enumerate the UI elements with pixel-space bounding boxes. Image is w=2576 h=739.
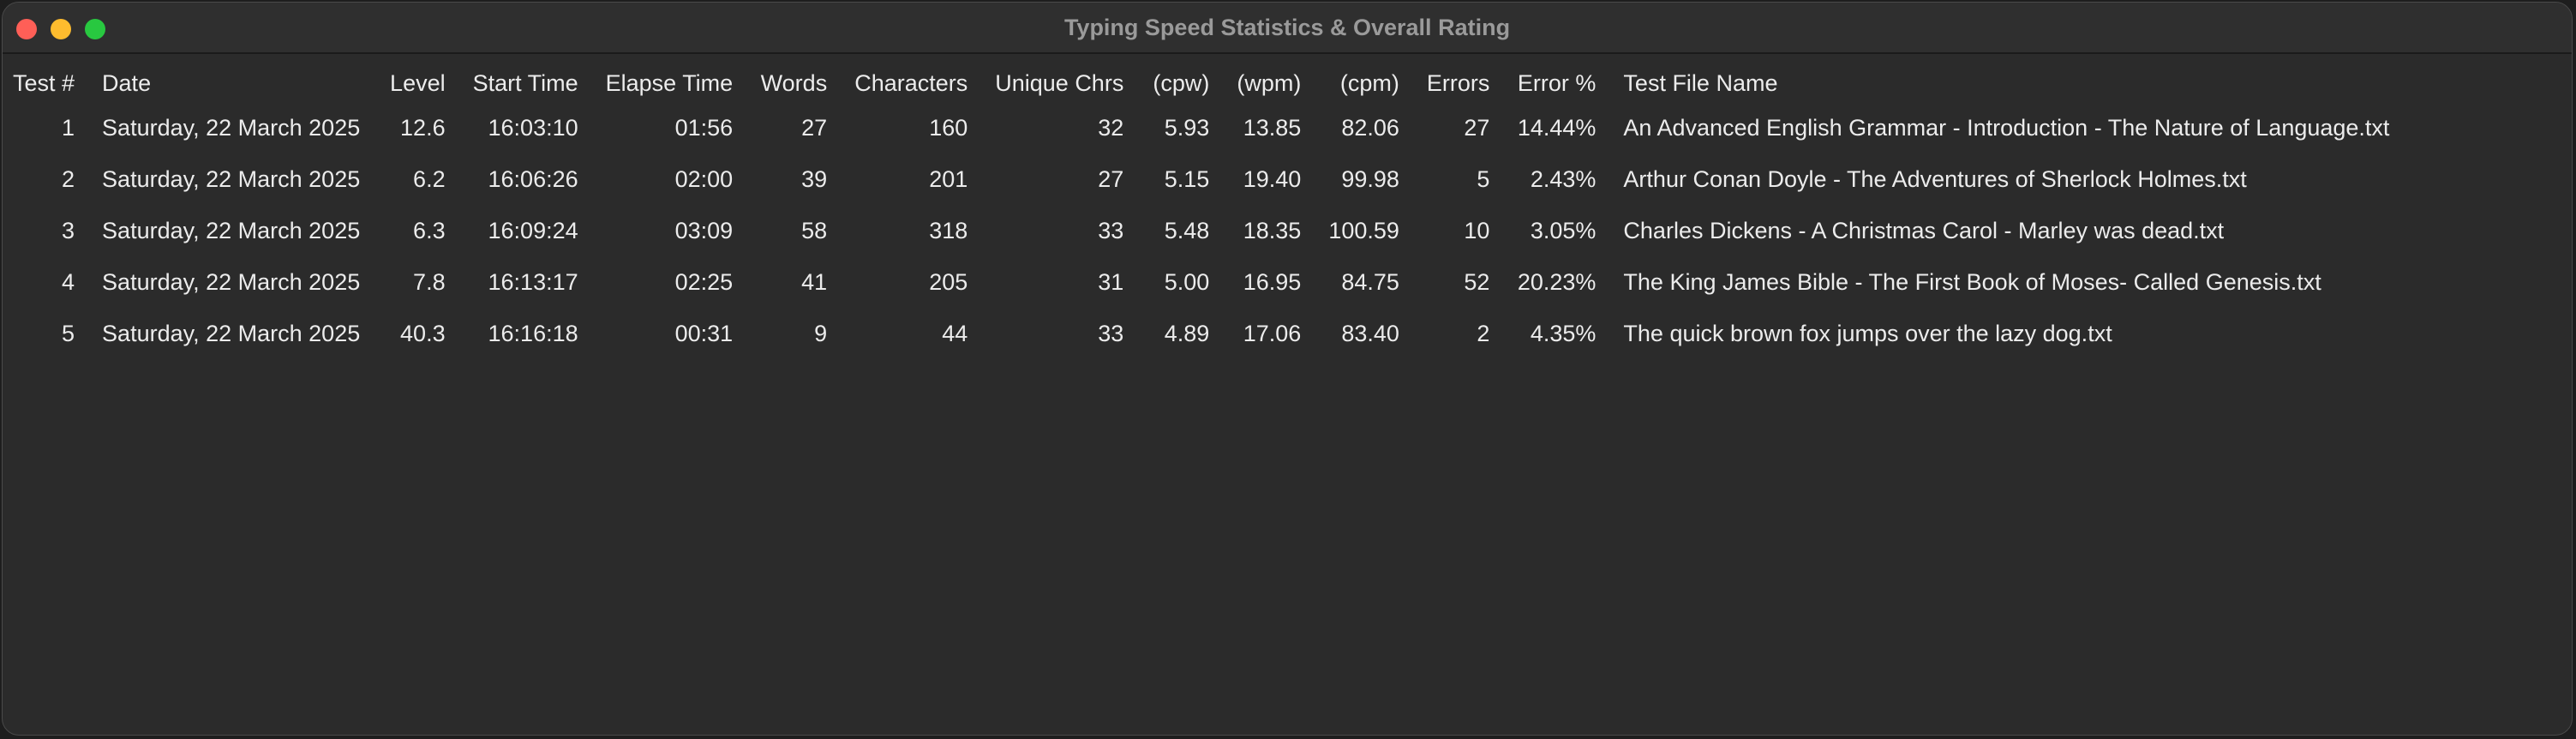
- zoom-window-button[interactable]: [85, 19, 105, 39]
- cell-errors: 2: [1477, 320, 1490, 346]
- header-level[interactable]: Level: [390, 69, 446, 96]
- cell-words: 27: [801, 114, 828, 141]
- cell-date: Saturday, 22 March 2025: [102, 320, 361, 346]
- cell-test-num: 5: [62, 320, 75, 346]
- cell-start-time: 16:03:10: [488, 114, 578, 141]
- cell-cpw: 5.00: [1164, 268, 1210, 295]
- cell-error-pct: 4.35%: [1530, 320, 1597, 346]
- cell-cpm: 84.75: [1341, 268, 1399, 295]
- cell-error-pct: 14.44%: [1517, 114, 1597, 141]
- cell-characters: 318: [929, 217, 968, 243]
- header-characters[interactable]: Characters: [854, 69, 968, 96]
- header-error-pct[interactable]: Error %: [1517, 69, 1597, 96]
- cell-file-name: Arthur Conan Doyle - The Adventures of S…: [1623, 165, 2247, 192]
- cell-unique-chrs: 27: [1098, 165, 1124, 192]
- cell-date: Saturday, 22 March 2025: [102, 217, 361, 243]
- cell-elapse-time: 00:31: [674, 320, 734, 346]
- cell-cpm: 99.98: [1341, 165, 1399, 192]
- cell-words: 9: [814, 320, 828, 346]
- cell-start-time: 16:13:17: [488, 268, 578, 295]
- header-elapse-time[interactable]: Elapse Time: [605, 69, 734, 96]
- header-unique-chrs[interactable]: Unique Chrs: [995, 69, 1124, 96]
- cell-start-time: 16:09:24: [488, 217, 578, 243]
- table-row[interactable]: 2 Saturday, 22 March 2025 6.2 16:06:26 0…: [3, 153, 2403, 205]
- cell-elapse-time: 01:56: [674, 114, 734, 141]
- cell-characters: 160: [929, 114, 968, 141]
- cell-characters: 44: [942, 320, 968, 346]
- cell-file-name: The quick brown fox jumps over the lazy …: [1623, 320, 2112, 346]
- cell-elapse-time: 03:09: [674, 217, 734, 243]
- cell-level: 6.3: [413, 217, 446, 243]
- table-header-row: Test # Date Level Start Time Elapse Time…: [3, 64, 2403, 102]
- header-errors[interactable]: Errors: [1426, 69, 1490, 96]
- cell-unique-chrs: 31: [1098, 268, 1124, 295]
- window-title: Typing Speed Statistics & Overall Rating: [1063, 15, 1511, 40]
- cell-error-pct: 20.23%: [1517, 268, 1597, 295]
- header-start-time[interactable]: Start Time: [472, 69, 578, 96]
- cell-test-num: 4: [62, 268, 75, 295]
- cell-cpw: 5.93: [1164, 114, 1210, 141]
- header-test-num[interactable]: Test #: [13, 69, 75, 96]
- cell-date: Saturday, 22 March 2025: [102, 165, 361, 192]
- cell-words: 41: [801, 268, 828, 295]
- table-row[interactable]: 3 Saturday, 22 March 2025 6.3 16:09:24 0…: [3, 205, 2403, 256]
- header-date[interactable]: Date: [102, 69, 152, 96]
- cell-level: 12.6: [400, 114, 446, 141]
- table-row[interactable]: 1 Saturday, 22 March 2025 12.6 16:03:10 …: [3, 102, 2403, 153]
- cell-test-num: 1: [62, 114, 75, 141]
- cell-file-name: Charles Dickens - A Christmas Carol - Ma…: [1623, 217, 2225, 243]
- cell-file-name: An Advanced English Grammar - Introducti…: [1623, 114, 2390, 141]
- cell-cpm: 82.06: [1341, 114, 1399, 141]
- cell-file-name: The King James Bible - The First Book of…: [1623, 268, 2321, 295]
- table-row[interactable]: 4 Saturday, 22 March 2025 7.8 16:13:17 0…: [3, 256, 2403, 308]
- cell-unique-chrs: 33: [1098, 217, 1124, 243]
- minimize-window-button[interactable]: [51, 19, 71, 39]
- cell-level: 6.2: [413, 165, 446, 192]
- cell-test-num: 3: [62, 217, 75, 243]
- cell-error-pct: 3.05%: [1530, 217, 1597, 243]
- cell-level: 40.3: [400, 320, 446, 346]
- cell-cpw: 5.48: [1164, 217, 1210, 243]
- cell-wpm: 13.85: [1243, 114, 1302, 141]
- cell-elapse-time: 02:25: [674, 268, 734, 295]
- title-bar: Typing Speed Statistics & Overall Rating: [3, 3, 2572, 54]
- cell-level: 7.8: [413, 268, 446, 295]
- stats-table: Test # Date Level Start Time Elapse Time…: [3, 64, 2403, 359]
- cell-unique-chrs: 33: [1098, 320, 1124, 346]
- header-cpm[interactable]: (cpm): [1339, 69, 1399, 96]
- cell-wpm: 18.35: [1243, 217, 1302, 243]
- cell-words: 39: [801, 165, 828, 192]
- cell-error-pct: 2.43%: [1530, 165, 1597, 192]
- cell-errors: 10: [1464, 217, 1490, 243]
- cell-characters: 205: [929, 268, 968, 295]
- cell-elapse-time: 02:00: [674, 165, 734, 192]
- close-window-button[interactable]: [16, 19, 37, 39]
- cell-wpm: 19.40: [1243, 165, 1302, 192]
- cell-date: Saturday, 22 March 2025: [102, 114, 361, 141]
- cell-start-time: 16:06:26: [488, 165, 578, 192]
- cell-characters: 201: [929, 165, 968, 192]
- header-wpm[interactable]: (wpm): [1237, 69, 1302, 96]
- cell-errors: 52: [1464, 268, 1490, 295]
- table-row[interactable]: 5 Saturday, 22 March 2025 40.3 16:16:18 …: [3, 308, 2403, 359]
- cell-start-time: 16:16:18: [488, 320, 578, 346]
- cell-wpm: 16.95: [1243, 268, 1302, 295]
- cell-cpw: 4.89: [1164, 320, 1210, 346]
- cell-test-num: 2: [62, 165, 75, 192]
- cell-errors: 5: [1477, 165, 1490, 192]
- header-file-name[interactable]: Test File Name: [1623, 69, 1778, 96]
- cell-unique-chrs: 32: [1098, 114, 1124, 141]
- cell-date: Saturday, 22 March 2025: [102, 268, 361, 295]
- header-words[interactable]: Words: [760, 69, 828, 96]
- cell-cpm: 100.59: [1328, 217, 1399, 243]
- header-cpw[interactable]: (cpw): [1153, 69, 1210, 96]
- cell-words: 58: [801, 217, 828, 243]
- cell-errors: 27: [1464, 114, 1490, 141]
- cell-cpw: 5.15: [1164, 165, 1210, 192]
- cell-wpm: 17.06: [1243, 320, 1302, 346]
- cell-cpm: 83.40: [1341, 320, 1399, 346]
